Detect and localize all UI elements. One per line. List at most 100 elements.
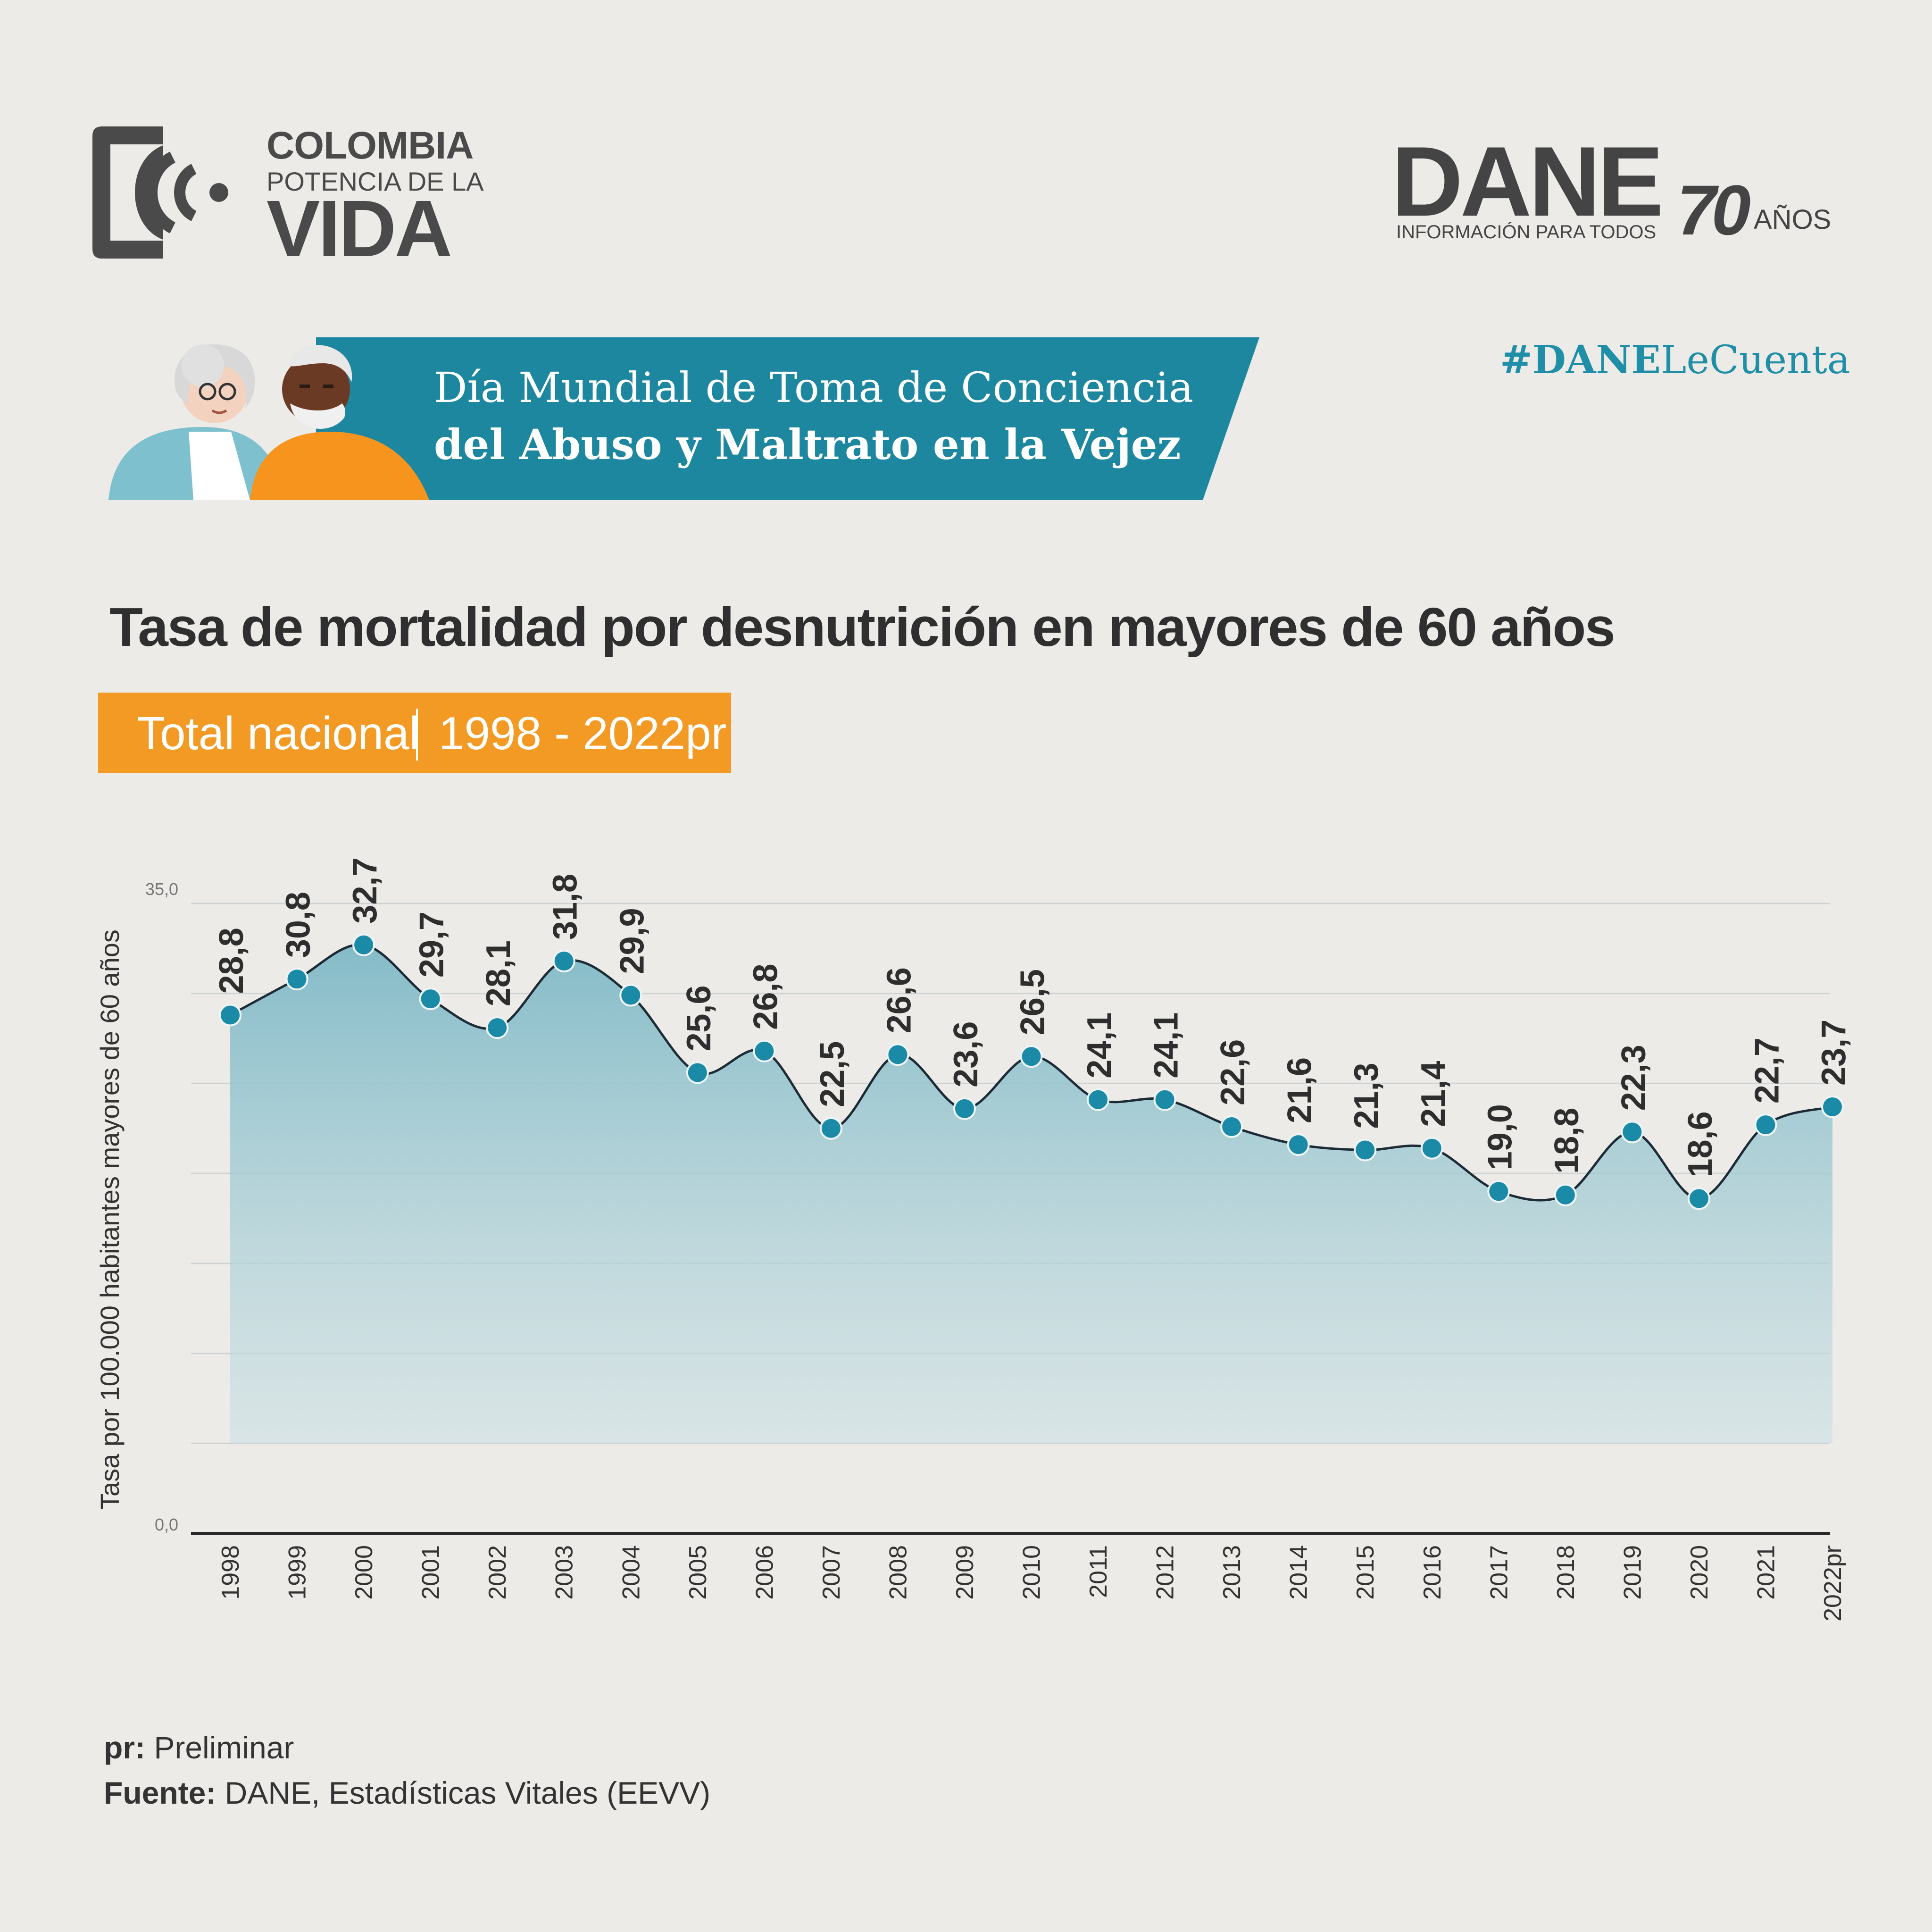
colombia-logo-wave-icon — [135, 145, 163, 240]
value-label: 32,7 — [346, 858, 384, 924]
x-tick-label: 2016 — [1419, 1545, 1446, 1600]
dane-anniversary-label: AÑOS — [1754, 204, 1832, 235]
value-label: 21,4 — [1415, 1061, 1452, 1127]
colombia-logo — [92, 126, 228, 259]
value-label: 26,6 — [880, 967, 918, 1033]
x-tick-label: 2006 — [751, 1545, 778, 1600]
banner-background — [316, 337, 1259, 500]
x-tick-label: 2013 — [1218, 1545, 1246, 1600]
data-point — [886, 1043, 909, 1066]
value-label: 31,8 — [547, 874, 584, 940]
hashtag: #DANELeCuenta — [1500, 337, 1850, 383]
banner-line2: del Abuso y Maltrato en la Vejez — [434, 420, 1181, 469]
data-point — [285, 968, 308, 991]
footnote-pr-label: pr: — [104, 1730, 145, 1765]
data-point — [953, 1097, 976, 1120]
markers — [219, 933, 1844, 1210]
data-point — [1687, 1187, 1710, 1210]
data-point — [1287, 1133, 1310, 1156]
x-tick-label: 1998 — [217, 1545, 244, 1600]
x-tick-label: 2004 — [617, 1545, 645, 1600]
subtitle-scope: Total nacional — [137, 707, 420, 759]
y-axis-title: Tasa por 100.000 habitantes mayores de 6… — [95, 929, 125, 1510]
value-label: 19,0 — [1481, 1104, 1519, 1170]
x-tick-label: 2000 — [350, 1545, 378, 1600]
value-label: 21,3 — [1348, 1062, 1385, 1129]
colombia-logo-line2: POTENCIA DE LA — [266, 167, 484, 196]
x-tick-label: 2022pr — [1819, 1545, 1847, 1622]
data-point — [1153, 1088, 1176, 1111]
dane-logo-word: DANE — [1391, 126, 1664, 237]
dane-anniversary-number: 70 — [1677, 170, 1751, 250]
x-tick-labels: 1998 1999 2000 2001 2002 2003 2004 2005 2006 2007… — [217, 1545, 1847, 1622]
elderly-woman-icon — [108, 344, 283, 500]
subtitle-period: 1998 - 2022pr — [439, 707, 727, 759]
value-label: 22,6 — [1214, 1039, 1252, 1105]
data-point — [419, 987, 442, 1011]
x-tick-label: 2009 — [951, 1545, 979, 1600]
value-label: 26,8 — [747, 964, 784, 1030]
hashtag-strong: #DANE — [1500, 337, 1661, 383]
y-tick-label: 35,0 — [145, 879, 178, 899]
dane-logo-subtitle: INFORMACIÓN PARA TODOS — [1396, 222, 1657, 243]
hashtag-light: LeCuenta — [1660, 338, 1850, 383]
value-label: 28,8 — [213, 928, 250, 994]
value-label: 29,7 — [413, 912, 451, 978]
value-label: 28,1 — [480, 940, 517, 1006]
x-tick-label: 2007 — [818, 1545, 845, 1600]
y-tick-label: 0,0 — [155, 1515, 178, 1534]
footnote-source-label: Fuente: — [104, 1775, 217, 1810]
x-tick-label: 2005 — [684, 1545, 712, 1600]
data-point — [1621, 1121, 1644, 1144]
x-tick-label: 2001 — [417, 1545, 445, 1600]
area-fill — [230, 945, 1832, 1444]
value-label: 26,5 — [1014, 969, 1052, 1035]
x-tick-label: 2021 — [1752, 1545, 1780, 1600]
footnote-source-text: DANE, Estadísticas Vitales (EEVV) — [216, 1775, 711, 1810]
data-point — [753, 1039, 776, 1062]
data-point — [1220, 1115, 1243, 1138]
data-point — [219, 1004, 242, 1027]
x-tick-label: 2008 — [884, 1545, 912, 1600]
colombia-logo-frame-icon — [92, 126, 163, 259]
value-label: 18,8 — [1548, 1108, 1586, 1174]
x-tick-label: 2014 — [1285, 1545, 1313, 1600]
subtitle-separator — [416, 709, 418, 761]
chart-title: Tasa de mortalidad por desnutrición en m… — [109, 596, 1616, 658]
value-label: 29,9 — [613, 908, 651, 974]
data-point — [352, 933, 375, 956]
area-path — [230, 945, 1832, 1444]
value-label: 23,6 — [947, 1021, 985, 1087]
colombia-logo-line3: VIDA — [266, 184, 452, 274]
banner-line1: Día Mundial de Toma de Conciencia — [434, 363, 1194, 412]
value-label: 18,6 — [1682, 1111, 1719, 1177]
subtitle-box — [98, 693, 731, 773]
data-point — [619, 984, 642, 1007]
x-tick-label: 2012 — [1152, 1545, 1179, 1600]
value-label: 24,1 — [1081, 1012, 1118, 1079]
data-point — [1487, 1180, 1510, 1203]
x-tick-label: 2018 — [1552, 1545, 1580, 1600]
value-label: 25,6 — [680, 985, 718, 1051]
x-tick-label: 2015 — [1352, 1545, 1379, 1600]
axes: 0,0 35,0 Tasa por 100.000 habitantes mayor… — [95, 879, 1830, 1535]
data-point — [819, 1117, 842, 1140]
value-label: 22,7 — [1748, 1037, 1786, 1104]
data-point — [1020, 1045, 1043, 1068]
data-point — [686, 1061, 709, 1084]
value-label: 22,5 — [814, 1041, 851, 1107]
x-tick-label: 2020 — [1686, 1545, 1713, 1600]
data-point — [1087, 1088, 1110, 1111]
value-label: 30,8 — [280, 892, 317, 958]
x-tick-label: 2002 — [484, 1545, 511, 1600]
value-label: 24,1 — [1148, 1012, 1185, 1079]
data-point — [1354, 1138, 1377, 1162]
data-point — [486, 1016, 509, 1039]
value-label: 22,3 — [1615, 1045, 1652, 1111]
footnote-pr-text: Preliminar — [145, 1730, 294, 1765]
banner — [108, 337, 1259, 500]
x-tick-label: 1999 — [284, 1545, 311, 1600]
data-point — [1754, 1113, 1777, 1137]
x-tick-label: 2003 — [551, 1545, 578, 1600]
x-tick-label: 2011 — [1085, 1545, 1112, 1598]
